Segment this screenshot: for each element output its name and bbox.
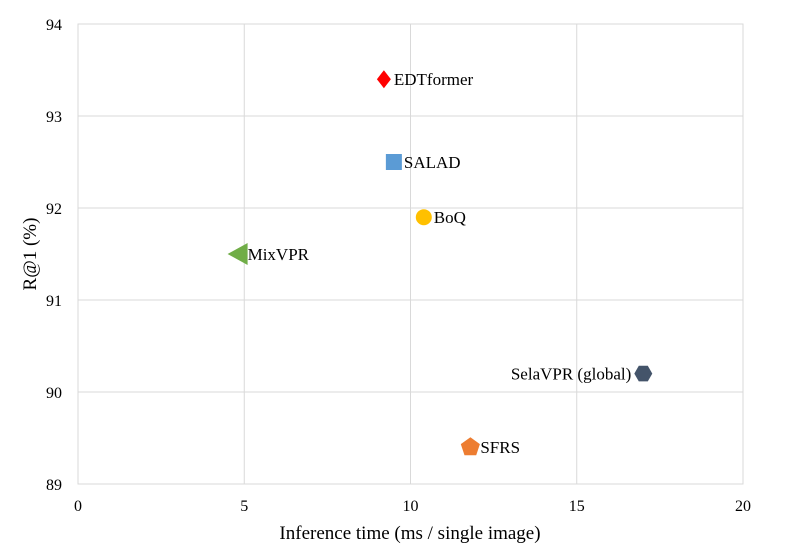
point-label: SALAD [404,153,461,172]
point-marker-salad [385,154,402,170]
x-axis-title: Inference time (ms / single image) [279,523,540,544]
y-tick-label: 90 [46,385,62,402]
point-marker-selavpr-global [634,365,653,382]
point-label: BoQ [434,208,466,227]
y-tick-label: 89 [46,477,62,494]
point-marker-mixvpr [227,243,248,265]
x-tick-label: 0 [74,498,82,515]
tick-labels: 0 5 10 15 20 89 90 91 92 93 94 [46,17,751,515]
x-tick-label: 10 [403,498,419,515]
point-label: MixVPR [248,245,310,264]
point-marker-sfrs [460,437,480,456]
y-axis-title: R@1 (%) [20,218,41,291]
point-label: SFRS [480,438,520,457]
point-marker-boq [415,209,432,226]
x-tick-label: 15 [569,498,585,515]
point-label: EDTformer [394,70,474,89]
plot-frame [77,23,744,485]
x-tick-label: 5 [240,498,248,515]
point-marker-edtformer [376,70,391,89]
y-tick-label: 92 [46,201,62,218]
x-tick-label: 20 [735,498,751,515]
data-points: EDTformer SALAD BoQ MixVPR SelaVPR (global) S… [227,70,653,457]
y-tick-label: 93 [46,109,62,126]
gridlines [77,23,744,485]
y-tick-label: 91 [46,293,62,310]
point-label: SelaVPR (global) [511,365,631,384]
y-tick-label: 94 [46,17,62,34]
